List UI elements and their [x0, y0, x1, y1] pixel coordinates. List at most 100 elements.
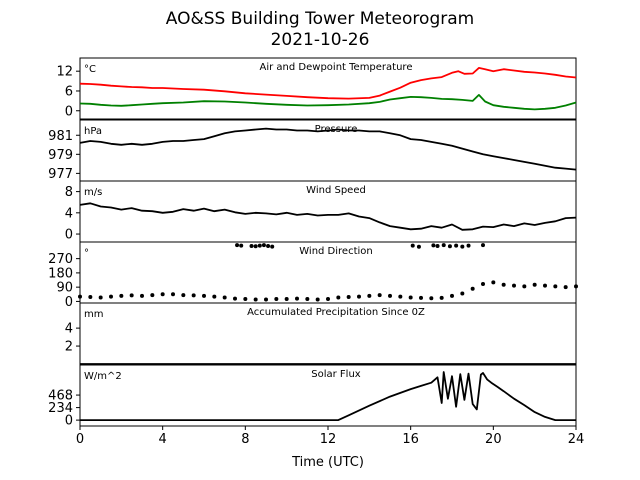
y-tick-label: 977	[48, 167, 73, 182]
wind-direction-point	[357, 294, 361, 299]
x-tick-label: 20	[485, 432, 502, 447]
wind-direction-point	[212, 294, 217, 299]
y-tick-label: 0	[65, 228, 73, 243]
panel-frame	[79, 57, 577, 120]
panel-2: 0 4 8 m/s Wind Speed	[65, 180, 577, 243]
wind-direction-point	[140, 293, 144, 298]
wind-direction-point	[447, 244, 452, 249]
x-tick-label: 0	[76, 432, 84, 447]
y-tick-label: 90	[56, 281, 73, 296]
wind-direction-point	[435, 243, 440, 248]
wind-direction-point	[416, 244, 421, 249]
wind-direction-point	[295, 296, 299, 301]
series-line-1	[79, 94, 577, 111]
wind-direction-point	[315, 297, 320, 302]
y-tick-label: 8	[65, 185, 73, 200]
wind-direction-point	[88, 294, 93, 299]
wind-direction-point	[367, 293, 372, 298]
panel-unit: W/m^2	[84, 371, 122, 382]
wind-direction-point	[202, 293, 206, 298]
wind-direction-point	[429, 296, 434, 301]
wind-direction-point	[346, 294, 351, 299]
wind-direction-point	[98, 295, 103, 300]
x-axis-label: Time (UTC)	[291, 455, 364, 470]
wind-direction-point	[388, 293, 392, 298]
x-tick-label: 24	[568, 432, 585, 447]
wind-direction-point	[233, 296, 237, 301]
panel-unit: mm	[84, 309, 103, 320]
panel-unit: °C	[84, 64, 96, 75]
wind-direction-point	[249, 243, 254, 248]
x-tick-label: 8	[241, 432, 249, 447]
wind-direction-point	[109, 294, 113, 299]
y-tick-label: 270	[48, 252, 73, 267]
wind-direction-point	[398, 294, 403, 299]
y-tick-label: 979	[48, 148, 73, 163]
panel-unit: m/s	[84, 187, 102, 198]
wind-direction-point	[78, 294, 82, 299]
series-line-0	[79, 67, 577, 100]
wind-direction-point	[274, 297, 279, 302]
wind-direction-point	[270, 244, 275, 249]
wind-direction-point	[235, 243, 240, 248]
panel-title: Wind Speed	[306, 185, 366, 196]
series-line-0	[80, 371, 576, 422]
panel-0: 0 6 12 °C Air and Dewpoint Temperature	[56, 57, 577, 120]
wind-direction-point	[522, 284, 527, 289]
y-tick-label: 0	[65, 414, 73, 429]
wind-direction-point	[491, 280, 496, 285]
wind-direction-point	[305, 297, 310, 302]
wind-direction-point	[466, 243, 471, 248]
y-tick-label: 981	[48, 129, 73, 144]
wind-direction-point	[543, 283, 547, 288]
wind-direction-point	[284, 297, 289, 302]
wind-direction-point	[150, 293, 155, 298]
wind-direction-point	[441, 243, 446, 248]
wind-direction-point	[266, 243, 271, 248]
wind-direction-point	[574, 284, 578, 289]
figure-title: AO&SS Building Tower Meteorogram	[166, 9, 474, 29]
wind-direction-point	[129, 293, 134, 298]
wind-direction-point	[460, 244, 465, 249]
wind-direction-point	[253, 244, 258, 249]
wind-direction-point	[470, 286, 475, 291]
wind-direction-point	[410, 243, 415, 248]
wind-direction-point	[512, 283, 516, 288]
series-line-0	[79, 127, 577, 171]
y-tick-label: 0	[65, 104, 73, 119]
wind-direction-point	[257, 243, 262, 248]
wind-direction-point	[261, 243, 266, 248]
wind-direction-point	[336, 295, 341, 300]
panel-title: Wind Direction	[299, 246, 373, 257]
y-tick-label: 180	[48, 266, 73, 281]
x-tick-label: 4	[159, 432, 167, 447]
y-tick-label: 0	[65, 295, 73, 310]
wind-direction-point	[532, 282, 537, 287]
panels-group: 0 6 12 °C Air and Dewpoint Temperature 977 979…	[48, 57, 578, 429]
wind-direction-point	[181, 293, 186, 298]
wind-direction-point	[377, 293, 382, 298]
wind-direction-point	[460, 291, 465, 296]
wind-direction-point	[326, 297, 330, 302]
wind-direction-point	[160, 292, 165, 297]
wind-direction-point	[253, 297, 258, 302]
panel-title: Air and Dewpoint Temperature	[260, 62, 413, 73]
wind-direction-point	[419, 295, 423, 300]
y-tick-label: 4	[65, 206, 73, 221]
wind-direction-point	[450, 293, 454, 298]
x-axis: 0 4 8 12 16 20 24	[76, 426, 584, 447]
wind-direction-point	[408, 295, 413, 300]
series-line-0	[79, 202, 577, 231]
wind-direction-point	[481, 281, 485, 286]
y-tick-label: 234	[48, 401, 73, 416]
y-tick-label: 468	[48, 389, 73, 404]
y-tick-label: 4	[65, 322, 73, 337]
y-tick-label: 6	[65, 84, 73, 99]
wind-direction-point	[119, 293, 124, 298]
figure-subtitle: 2021-10-26	[271, 30, 370, 50]
